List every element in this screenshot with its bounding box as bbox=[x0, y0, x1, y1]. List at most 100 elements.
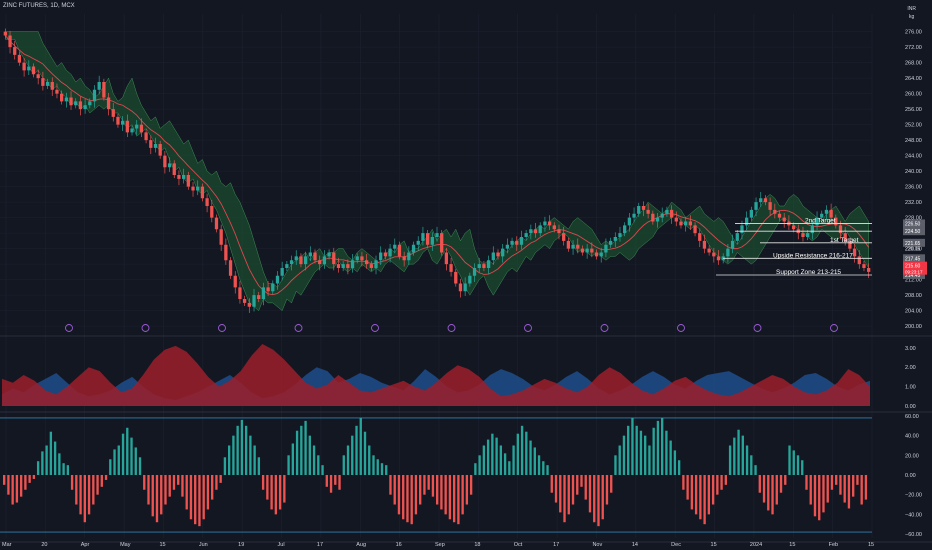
price-axis-tick: 240.00 bbox=[905, 169, 922, 175]
candle-body bbox=[411, 244, 416, 253]
histogram-bar bbox=[758, 475, 761, 493]
candle-body bbox=[402, 256, 406, 261]
candle-body bbox=[815, 217, 819, 226]
histogram-bar bbox=[576, 475, 579, 495]
level-price-tag-text: 221.65 bbox=[905, 241, 921, 247]
histogram-bar bbox=[7, 475, 10, 495]
histogram-bar bbox=[194, 475, 197, 525]
candle-body bbox=[735, 233, 739, 241]
candle-body bbox=[646, 209, 650, 214]
oscillator-axis-tick: 0.00 bbox=[905, 404, 916, 410]
event-marker-icon[interactable] bbox=[218, 324, 226, 332]
time-axis-tick: 2024 bbox=[750, 542, 762, 548]
histogram-bar bbox=[219, 475, 222, 483]
candle-body bbox=[191, 186, 195, 191]
histogram-bar bbox=[775, 475, 778, 505]
histogram-bar bbox=[155, 475, 159, 523]
candle-body bbox=[674, 217, 678, 222]
histogram-bar bbox=[495, 437, 498, 475]
event-marker-icon[interactable] bbox=[371, 324, 379, 332]
currency-badge[interactable]: INR kg bbox=[907, 5, 916, 21]
candle-body bbox=[407, 252, 411, 261]
oscillator-red-area bbox=[2, 343, 870, 406]
candle-body bbox=[355, 256, 359, 261]
event-marker-icon[interactable] bbox=[753, 324, 762, 332]
event-marker-icon[interactable] bbox=[141, 324, 150, 332]
histogram-bar bbox=[605, 475, 609, 505]
candle-body bbox=[843, 233, 847, 241]
candle-body bbox=[210, 206, 214, 218]
histogram-bar bbox=[270, 475, 273, 510]
histogram-bar bbox=[491, 433, 494, 475]
histogram-bar bbox=[516, 433, 519, 475]
histogram-bar bbox=[601, 475, 604, 520]
candle-body bbox=[196, 186, 200, 191]
histogram-bar bbox=[856, 475, 859, 485]
candle-body bbox=[3, 31, 7, 36]
histogram-bar bbox=[847, 475, 851, 509]
time-axis-tick: Sep bbox=[435, 542, 445, 548]
time-axis-tick: 15 bbox=[711, 542, 717, 548]
histogram-bar bbox=[703, 475, 706, 525]
histogram-bar bbox=[363, 431, 367, 475]
histogram-bar bbox=[474, 463, 477, 475]
event-marker-icon[interactable] bbox=[447, 324, 456, 332]
histogram-bar bbox=[486, 439, 490, 475]
price-axis-tick: 204.00 bbox=[905, 309, 922, 315]
candle-body bbox=[430, 237, 434, 245]
histogram-axis-tick: 60.00 bbox=[905, 414, 919, 420]
candle-body bbox=[538, 225, 542, 234]
histogram-bar bbox=[126, 427, 129, 475]
histogram-bar bbox=[359, 417, 362, 475]
histogram-bar bbox=[117, 445, 120, 475]
candle-body bbox=[458, 283, 463, 292]
histogram-bar bbox=[542, 461, 545, 475]
histogram-bar bbox=[660, 417, 664, 475]
candle-body bbox=[181, 175, 186, 179]
time-axis-tick: Dec bbox=[671, 542, 681, 548]
histogram-bar bbox=[300, 425, 303, 475]
event-marker-icon[interactable] bbox=[600, 324, 609, 332]
time-axis-tick: Nov bbox=[592, 542, 602, 548]
histogram-bar bbox=[584, 475, 587, 500]
histogram-bar bbox=[351, 435, 354, 475]
candle-body bbox=[562, 233, 566, 241]
event-marker-icon[interactable] bbox=[830, 324, 838, 332]
histogram-bar bbox=[368, 445, 371, 475]
candle-body bbox=[416, 240, 420, 245]
histogram-bar bbox=[295, 430, 299, 475]
histogram-bar bbox=[716, 475, 719, 495]
candle-body bbox=[247, 302, 251, 307]
histogram-bar bbox=[690, 475, 694, 510]
event-marker-icon[interactable] bbox=[294, 324, 303, 332]
histogram-bar bbox=[321, 465, 324, 475]
histogram-bar bbox=[198, 475, 201, 527]
histogram-axis-tick: 0.00 bbox=[905, 473, 916, 479]
candle-body bbox=[660, 213, 664, 218]
event-marker-icon[interactable] bbox=[524, 324, 532, 332]
histogram-bar bbox=[147, 475, 150, 505]
histogram-bar bbox=[482, 445, 486, 475]
candle-body bbox=[454, 271, 458, 284]
histogram-bar bbox=[444, 475, 447, 515]
candle-body bbox=[111, 109, 115, 117]
candle-body bbox=[510, 240, 514, 245]
candle-body bbox=[632, 213, 636, 218]
histogram-axis-tick: −60.00 bbox=[905, 532, 922, 538]
time-axis-tick: 20 bbox=[41, 542, 47, 548]
histogram-bar bbox=[402, 475, 405, 520]
candle-body bbox=[669, 209, 674, 218]
event-marker-icon[interactable] bbox=[677, 324, 685, 332]
histogram-bar bbox=[291, 443, 295, 475]
candle-body bbox=[299, 256, 303, 265]
histogram-axis-tick: 40.00 bbox=[905, 434, 919, 440]
candle-body bbox=[64, 97, 68, 102]
candle-body bbox=[468, 275, 472, 284]
histogram-bar bbox=[741, 435, 744, 475]
candle-body bbox=[773, 209, 777, 214]
level-price-tag-text: 226.50 bbox=[905, 221, 921, 227]
histogram-bar bbox=[419, 475, 422, 505]
histogram-bar bbox=[771, 475, 774, 515]
event-marker-icon[interactable] bbox=[65, 324, 73, 332]
